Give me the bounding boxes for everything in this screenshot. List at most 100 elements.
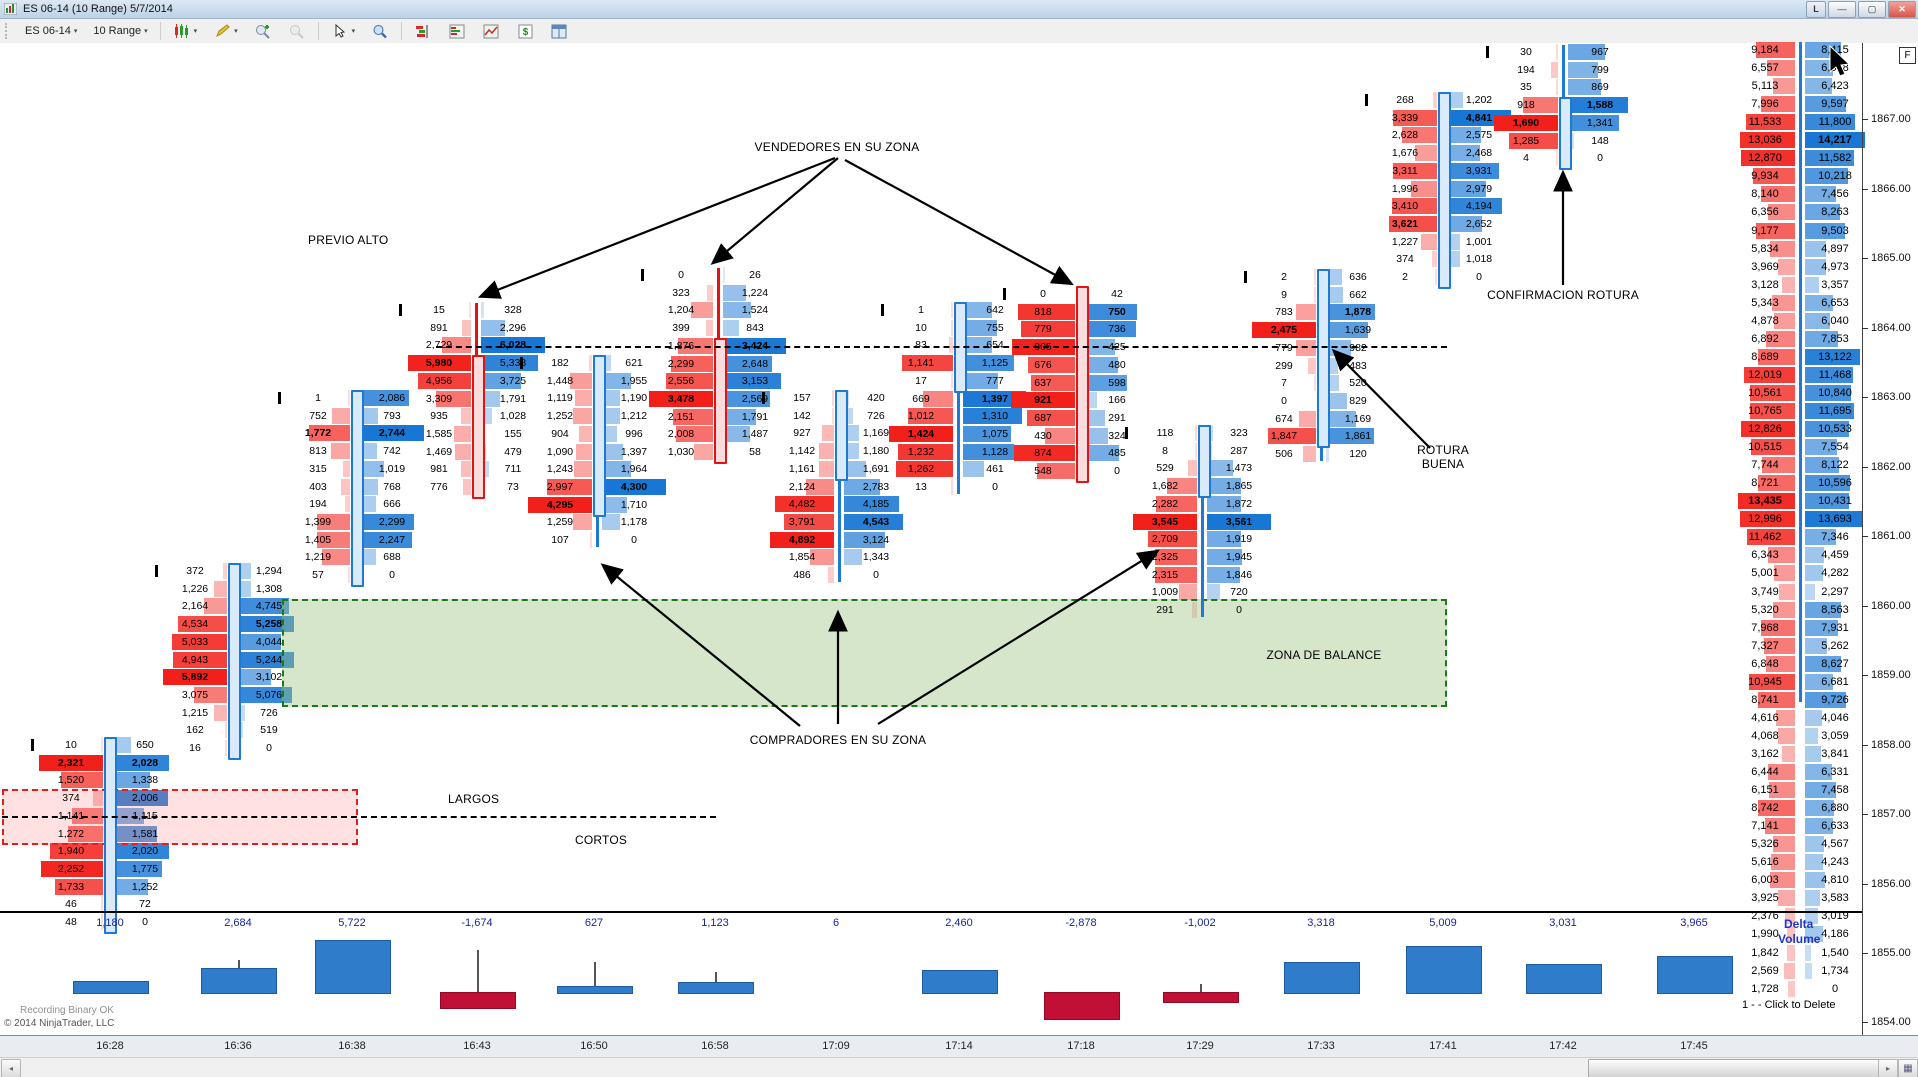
chart-style-button[interactable]: ▾ [166, 20, 205, 42]
bid-cell: 891 [407, 319, 471, 336]
bid-cell: 921 [1011, 392, 1075, 409]
bid-cell: 83 [889, 337, 953, 354]
ask-bar [844, 407, 854, 424]
profile-bid-cell: 10,561 [1735, 384, 1795, 401]
ask-bar [844, 531, 885, 548]
bid-bar [673, 408, 713, 425]
drawing-tools-button[interactable]: ▾ [206, 20, 245, 42]
bid-cell: 2,164 [163, 598, 227, 615]
bid-bar [213, 580, 227, 597]
profile-ask-cell: 1,734 [1805, 962, 1865, 979]
bid-bar [1302, 446, 1316, 462]
time-label: 16:28 [96, 1040, 124, 1052]
magnifier-button[interactable] [364, 20, 396, 42]
ask-cell: 3,561 [1207, 513, 1271, 530]
ask-bar [1085, 321, 1137, 338]
bid-bar [407, 355, 471, 372]
ask-cell: 3,153 [723, 373, 787, 390]
time-label: 16:58 [701, 1040, 729, 1052]
profile-ask-cell: 2,297 [1805, 583, 1865, 600]
bid-cell: 3,309 [407, 390, 471, 407]
ask-bar [360, 531, 413, 548]
ask-bar [1085, 392, 1097, 409]
profile-ask-cell: 9,503 [1805, 222, 1865, 239]
link-button[interactable]: L [1806, 1, 1826, 18]
profile-ask-cell: 6,880 [1805, 800, 1865, 817]
instrument-selector[interactable]: ES 06-14 ▾ [18, 22, 84, 40]
ask-bar [481, 319, 506, 336]
bid-cell: 3,339 [1373, 109, 1437, 126]
bid-bar [1433, 92, 1437, 108]
bid-bar [784, 513, 834, 530]
ask-cell: 1,294 [237, 563, 301, 579]
ask-cell: 4,044 [237, 633, 301, 650]
profile-bid-cell: 9,184 [1735, 42, 1795, 58]
profile-bid-cell: 9,177 [1735, 222, 1795, 239]
ask-bar [963, 372, 998, 389]
bid-bar [1509, 132, 1558, 149]
bid-cell: 403 [286, 478, 350, 495]
interval-selector[interactable]: 10 Range ▾ [86, 22, 154, 40]
maximize-button[interactable]: ▢ [1858, 1, 1886, 18]
dom-button[interactable] [407, 20, 439, 42]
toolbar-grip[interactable] [5, 23, 12, 39]
profile-ask-cell: 3,059 [1805, 727, 1865, 744]
candle-body-up [350, 390, 364, 587]
close-button[interactable]: ✕ [1888, 1, 1916, 18]
ask-cell: 2,648 [723, 355, 787, 372]
chart-trader-button[interactable] [475, 20, 507, 42]
bid-bar [317, 531, 350, 548]
ask-cell: 736 [1085, 321, 1149, 338]
profile-bid-cell: 9,934 [1735, 168, 1795, 185]
minimize-button[interactable]: — [1828, 1, 1856, 18]
chart-area[interactable]: 10 650 2,321 2,028 1,520 1,338 374 2,006 1,141 1,… [0, 42, 1918, 1057]
data-grid-button[interactable] [543, 20, 575, 42]
title-bar[interactable]: ES 06-14 (10 Range) 5/7/2014 L — ▢ ✕ [0, 0, 1918, 19]
grid-corner-button[interactable]: ▦ [1898, 1059, 1918, 1077]
scrollbar-thumb[interactable] [1588, 1059, 1882, 1077]
profile-ask-cell: 7,456 [1805, 186, 1865, 203]
ask-bar [237, 669, 271, 686]
bid-cell: 3,621 [1373, 215, 1437, 232]
zoom-in-button[interactable] [247, 20, 279, 42]
bid-cell: 2,299 [649, 355, 713, 372]
time-label: 17:09 [822, 1040, 850, 1052]
bid-cell: 1,469 [407, 443, 471, 460]
bid-bar [819, 443, 834, 460]
bid-cell: 1,259 [528, 514, 592, 531]
account-button[interactable]: $ [509, 20, 541, 42]
ask-cell: 1,955 [602, 372, 666, 389]
delta-value: 1,123 [701, 917, 729, 929]
bid-bar [1295, 304, 1316, 321]
volume-profile-button[interactable] [441, 20, 473, 42]
bid-bar [1156, 495, 1197, 512]
pointer-button[interactable]: ▾ [324, 20, 363, 42]
delta-bar-positive [922, 969, 998, 994]
bid-bar [331, 443, 350, 460]
price-label: 1863.00 [1871, 391, 1911, 403]
ask-cell: 1,018 [1447, 251, 1511, 268]
ask-bar [723, 373, 782, 390]
ask-cell: 519 [237, 722, 301, 739]
zoom-out-button[interactable] [281, 20, 313, 42]
profile-bid-cell: 8,689 [1735, 348, 1795, 365]
candlestick-icon [173, 23, 191, 39]
f-button[interactable]: F [1899, 47, 1916, 64]
scroll-right-button[interactable]: ▸ [1878, 1059, 1898, 1077]
horizontal-scrollbar[interactable]: ◂ ▸ ▦ [0, 1057, 1918, 1077]
ask-bar [360, 549, 377, 566]
profile-bid-cell: 11,533 [1735, 114, 1795, 131]
ask-bar [1447, 215, 1483, 232]
scroll-left-button[interactable]: ◂ [1, 1059, 21, 1077]
bid-bar [897, 443, 953, 460]
bid-bar [1314, 375, 1316, 392]
profile-ask-cell: 6,331 [1805, 764, 1865, 780]
profile-bid-cell: 6,848 [1735, 655, 1795, 672]
dashed-reference-line [2, 816, 716, 818]
ask-bar [602, 355, 612, 371]
price-tick [1862, 536, 1868, 537]
delta-wick [715, 971, 717, 982]
candle-body-up [103, 737, 117, 934]
bid-cell: 4,956 [407, 372, 471, 389]
profile-bid-cell: 8,140 [1735, 186, 1795, 203]
